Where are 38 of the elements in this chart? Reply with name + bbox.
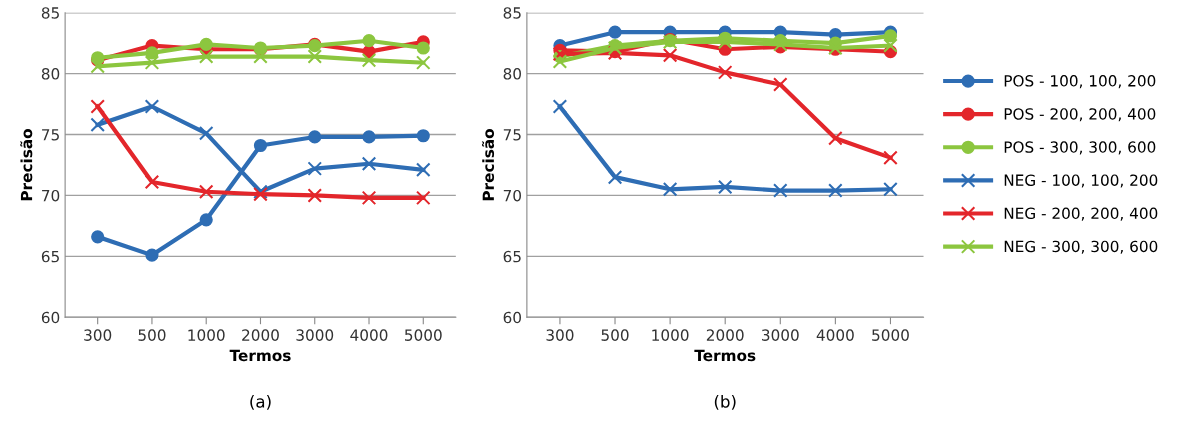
y-tick-label: 60 [41, 311, 60, 324]
y-tick-label: 80 [41, 68, 60, 80]
y-tick-label: 65 [41, 250, 59, 263]
x-tick-label: 1000 [188, 329, 225, 341]
x-tick-label: 3000 [762, 329, 799, 341]
x-tick-label: 300 [546, 329, 574, 341]
text: (a) [250, 394, 271, 410]
legend-label: NEG - 300, 300, 600 [1004, 240, 1158, 254]
y-tick-label: 70 [42, 189, 60, 202]
y-tick-label: 85 [503, 7, 521, 19]
x-tick-label: 5000 [405, 329, 442, 341]
x-tick-label: 2000 [242, 329, 279, 341]
y-axis-title: Precisão [20, 128, 33, 201]
legend-label: POS - 200, 200, 400 [1004, 108, 1156, 122]
x-tick-label: 4000 [350, 329, 388, 341]
y-axis-title: Precisão [481, 128, 495, 201]
x-tick-label: 300 [84, 329, 112, 341]
x-tick-label: 3000 [296, 329, 334, 341]
y-tick-label: 80 [503, 68, 521, 80]
x-tick-label: 1000 [652, 329, 689, 341]
x-tick-label: 5000 [872, 329, 909, 341]
legend-label: POS - 300, 300, 600 [1004, 141, 1156, 155]
legend-label: NEG - 200, 200, 400 [1004, 207, 1158, 221]
x-tick-label: 500 [601, 329, 629, 341]
y-tick-label: 70 [503, 189, 521, 202]
y-tick-label: 60 [503, 311, 521, 324]
y-tick-label: 75 [503, 129, 521, 141]
legend-label: NEG - 100, 100, 200 [1004, 174, 1158, 188]
y-tick-label: 75 [42, 129, 59, 141]
x-tick-label: 2000 [706, 329, 744, 341]
x-axis-title: Termos [229, 349, 291, 362]
x-tick-label: 4000 [816, 329, 854, 341]
text: (b) [714, 394, 736, 410]
y-tick-label: 85 [41, 7, 59, 19]
legend-label: POS - 100, 100, 200 [1004, 75, 1156, 89]
y-tick-label: 65 [503, 250, 521, 263]
x-tick-label: 500 [138, 329, 166, 341]
x-axis-title: Termos [694, 349, 756, 362]
